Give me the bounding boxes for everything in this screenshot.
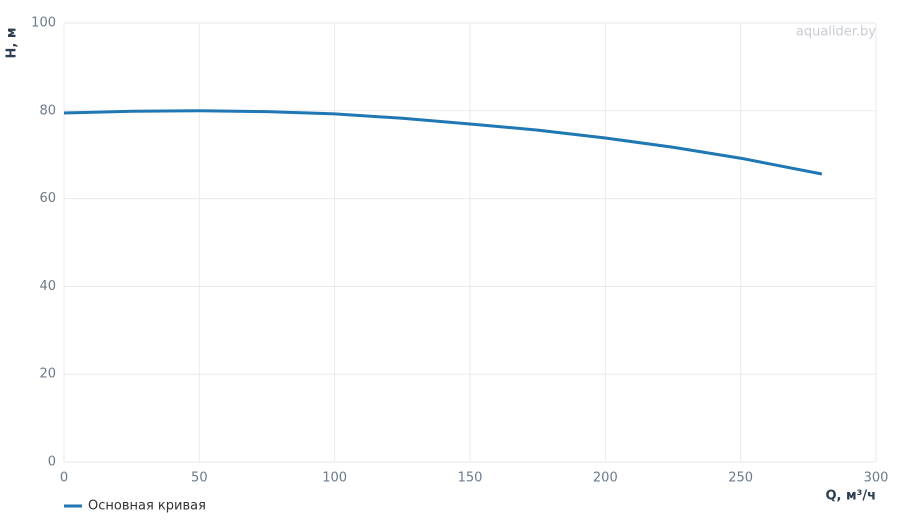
x-tick-label: 200 — [593, 471, 618, 486]
x-tick-label: 50 — [191, 471, 208, 486]
x-axis-title: Q, м³/ч — [825, 489, 876, 504]
y-axis-title: H, м — [5, 28, 20, 59]
y-tick-label: 40 — [39, 279, 56, 294]
y-tick-label: 60 — [39, 191, 56, 206]
y-tick-label: 80 — [39, 103, 56, 118]
watermark: aqualider.by — [796, 25, 876, 40]
legend-label: Основная кривая — [88, 499, 206, 514]
x-tick-label: 250 — [728, 471, 753, 486]
x-tick-label: 100 — [322, 471, 347, 486]
y-tick-label: 0 — [48, 455, 56, 470]
y-tick-label: 20 — [39, 367, 56, 382]
y-tick-label: 100 — [31, 16, 56, 31]
x-tick-label: 300 — [864, 471, 889, 486]
x-tick-label: 150 — [458, 471, 483, 486]
x-tick-label: 0 — [60, 471, 68, 486]
series-line — [63, 109, 823, 176]
